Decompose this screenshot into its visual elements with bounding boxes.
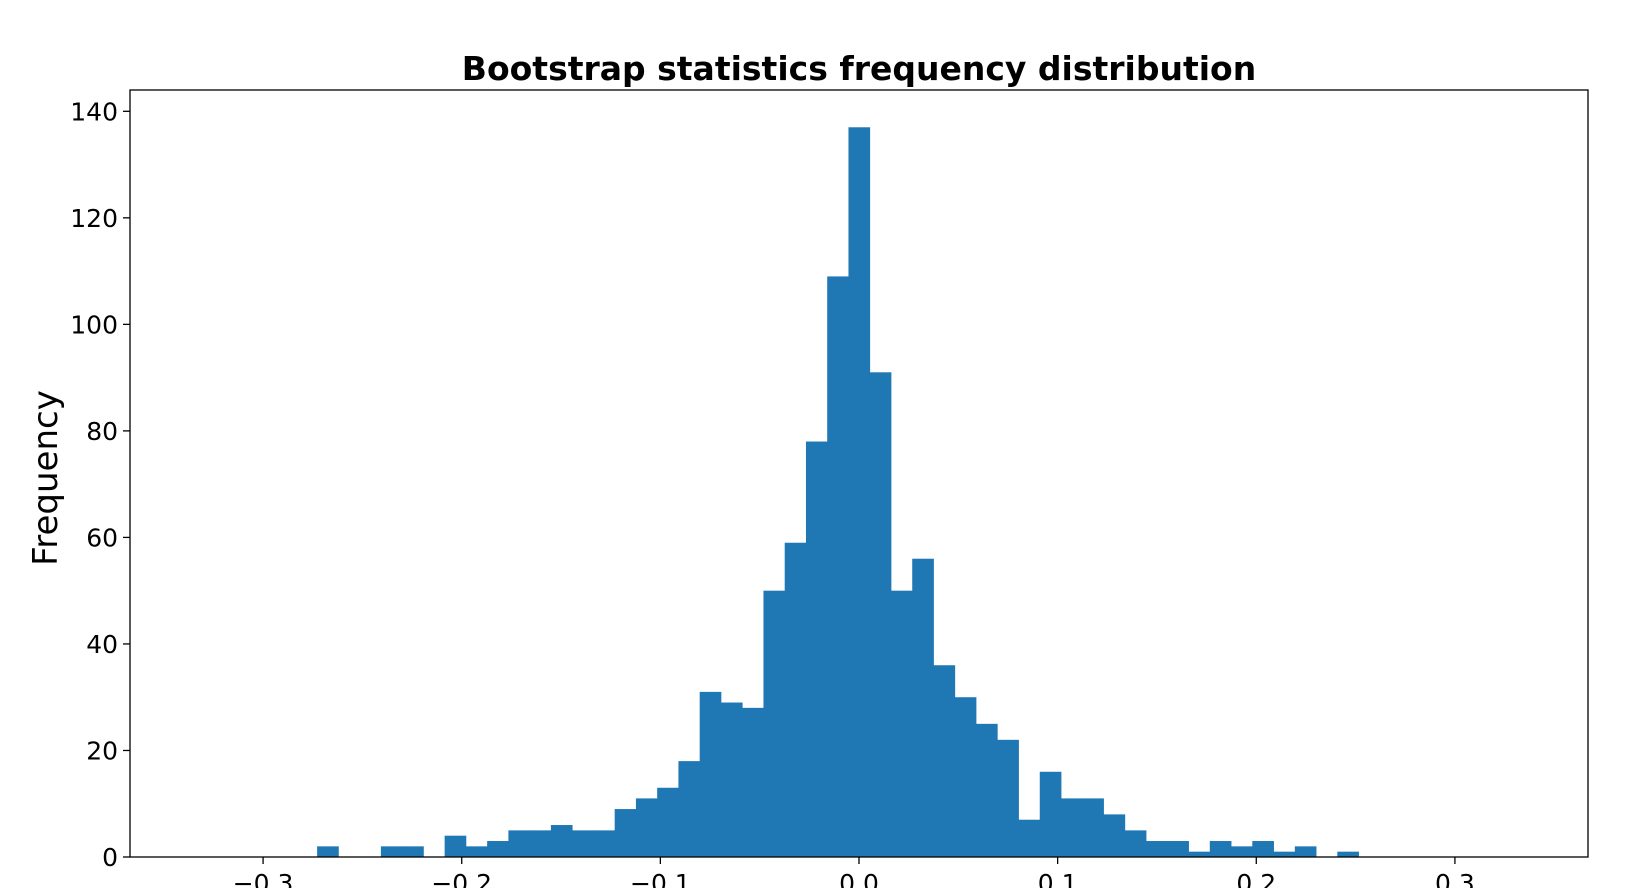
histogram-bar [1294,846,1317,857]
histogram-bar [1061,798,1083,857]
x-tick-label: −0.1 [630,869,691,888]
histogram-bar [848,127,871,857]
histogram-bar [784,542,807,857]
histogram-bar [1209,841,1232,857]
histogram-bar [465,846,488,857]
y-tick-label: 60 [86,523,118,552]
x-tick-label: 0.0 [839,869,879,888]
y-tick-label: 100 [70,310,118,339]
plot-frame [129,89,1589,858]
histogram-bar [1231,846,1253,857]
histogram-bar [487,841,509,857]
y-tick-label: 0 [102,843,118,872]
histogram-bar [657,787,679,857]
histogram-bar [402,846,424,857]
histogram-bar [678,761,701,858]
histogram-bar [827,276,849,857]
histogram-bar [1082,798,1104,857]
x-tick-label: −0.2 [431,869,492,888]
histogram-bar [1273,851,1296,857]
histogram-bar [1124,830,1147,857]
histogram-bar [933,665,956,857]
histogram-bar [550,825,573,857]
histogram-bar [1018,819,1041,857]
x-tick-label: 0.3 [1435,869,1475,888]
y-tick-label: 140 [70,97,118,126]
histogram-bar [529,830,552,857]
y-tick-label: 80 [86,417,118,446]
histogram-bar [699,691,722,857]
histogram-bars [317,127,1359,858]
histogram-bar [763,590,786,857]
histogram-bar [593,830,616,857]
histogram-bar [1146,841,1168,857]
histogram-bar [1103,814,1126,857]
histogram-bar [1167,841,1189,857]
y-axis-label: Frequency [26,390,66,566]
histogram-bar [742,707,764,857]
histogram-bar [1337,851,1359,857]
y-tick-label: 20 [86,736,118,765]
y-axis-ticks: 0 20 40 60 80 100 120 140 [70,97,130,872]
chart-title: Bootstrap statistics frequency distribut… [462,49,1256,88]
x-axis-ticks: −0.3 −0.2 −0.1 0.0 0.1 0.2 0.3 [233,857,1475,888]
histogram-bar [614,809,637,857]
histogram-bar [1188,851,1211,857]
histogram-bar [997,739,1019,857]
histogram-bar [380,846,403,857]
histogram-bar [869,372,892,857]
histogram-bar [912,558,934,857]
histogram-bar [890,590,913,857]
x-tick-label: 0.1 [1038,869,1078,888]
histogram-bar [954,697,977,857]
x-tick-label: −0.3 [233,869,294,888]
histogram-bar [805,441,828,857]
histogram-bar [572,830,594,857]
histogram-bar [976,723,998,857]
histogram-bar [635,798,658,857]
y-tick-label: 120 [70,204,118,233]
y-tick-label: 40 [86,630,118,659]
histogram-bar [1252,841,1274,857]
histogram-bar [720,702,743,857]
histogram-bar [317,846,339,857]
histogram-bar [508,830,531,857]
histogram-bar [444,835,467,857]
histogram-bar [1039,771,1062,857]
x-tick-label: 0.2 [1236,869,1276,888]
